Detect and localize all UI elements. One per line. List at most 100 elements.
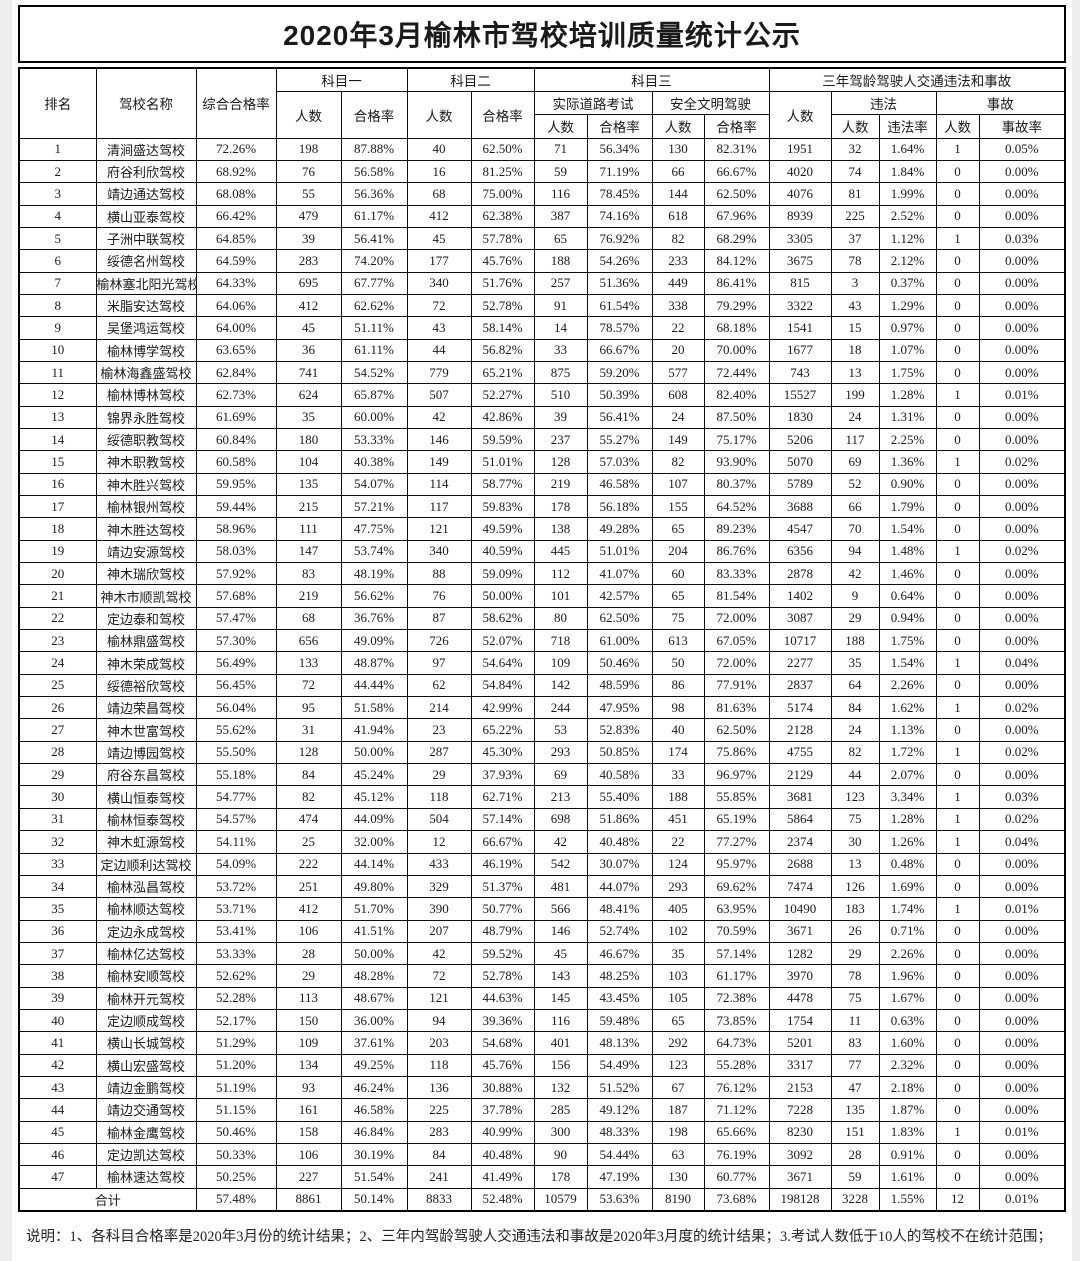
cell-violation-rate: 0.64%	[878, 584, 937, 608]
cell-school-name: 定边顺成驾校	[95, 1008, 197, 1033]
cell-s1-count: 45	[275, 316, 342, 340]
cell-s2-count: 76	[406, 584, 472, 608]
statistics-sheet: 2020年3月榆林市驾校培训质量统计公示 排名 驾校名称 综合合格率 科目一 科…	[18, 5, 1067, 1246]
table-row: 26 靖边荣昌驾校 56.04% 95 51.58% 214 42.99% 244 47.95%…	[18, 696, 1066, 720]
cell-s1-count: 412	[275, 293, 342, 318]
cell-s2-count: 42	[406, 941, 472, 966]
cell-rank: 2	[18, 159, 97, 184]
cell-safe-count: 40	[651, 718, 705, 742]
cell-s2-pass-rate: 75.00%	[470, 182, 535, 206]
cell-road-pass-rate: 30.07%	[586, 852, 653, 876]
cell-road-count: 481	[533, 874, 588, 899]
cell-rank: 40	[18, 1008, 97, 1033]
cell-accident-count: 0	[935, 584, 980, 608]
cell-violation-count: 11	[830, 1008, 880, 1033]
table-row: 6 绥德名州驾校 64.59% 283 74.20% 177 45.76% 188 54.26%…	[18, 249, 1066, 273]
cell-rank: 31	[18, 807, 97, 832]
cell-accident-count: 1	[935, 807, 980, 832]
cell-s2-count: 72	[406, 293, 472, 318]
cell-accident-count: 0	[935, 1008, 980, 1033]
cell-road-pass-rate: 76.92%	[586, 226, 653, 251]
table-row: 1 清涧盛达驾校 72.26% 198 87.88% 40 62.50% 71 56.34% 13…	[18, 137, 1066, 161]
page-title: 2020年3月榆林市驾校培训质量统计公示	[18, 5, 1066, 63]
cell-s2-count: 329	[406, 874, 472, 899]
cell-accident-rate: 0.00%	[978, 338, 1066, 362]
cell-school-name: 神木荣成驾校	[95, 651, 197, 675]
col-header-violation-count: 人数	[830, 113, 880, 139]
cell-safe-count: 33	[651, 763, 705, 787]
cell-safe-count: 130	[651, 137, 705, 161]
cell-road-count: 39	[533, 405, 588, 429]
cell-rank: 30	[18, 785, 97, 809]
cell-rank: 37	[18, 941, 97, 966]
cell-road-pass-rate: 40.58%	[586, 763, 653, 787]
cell-s1-count: 83	[275, 562, 342, 586]
cell-safe-pass-rate: 65.19%	[703, 807, 770, 832]
cell-total-s2-count: 8833	[406, 1187, 472, 1212]
cell-s2-pass-rate: 59.59%	[470, 427, 535, 452]
cell-safe-count: 107	[651, 472, 705, 497]
col-header-subject1: 科目一	[275, 67, 408, 92]
cell-s2-pass-rate: 52.78%	[470, 293, 535, 318]
cell-ty-count: 3087	[768, 606, 832, 631]
cell-s1-count: 198	[275, 137, 342, 161]
col-header-violation-rate: 违法率	[878, 113, 937, 139]
cell-s2-pass-rate: 51.01%	[470, 450, 535, 474]
cell-s1-count: 656	[275, 629, 342, 653]
cell-violation-count: 94	[830, 539, 880, 564]
cell-overall-rate: 59.44%	[195, 494, 277, 519]
cell-s1-count: 158	[275, 1120, 342, 1144]
cell-safe-count: 204	[651, 539, 705, 564]
cell-violation-count: 75	[830, 807, 880, 832]
cell-violation-rate: 0.37%	[878, 271, 937, 295]
cell-ty-count: 2878	[768, 562, 832, 586]
cell-ty-count: 4478	[768, 986, 832, 1010]
cell-violation-rate: 1.72%	[878, 740, 937, 765]
cell-s2-pass-rate: 37.93%	[470, 763, 535, 787]
cell-violation-count: 59	[830, 1165, 880, 1189]
cell-s1-pass-rate: 56.58%	[340, 159, 408, 184]
cell-accident-count: 0	[935, 1053, 980, 1077]
cell-road-count: 71	[533, 137, 588, 161]
cell-s1-pass-rate: 51.70%	[340, 897, 408, 921]
table-row: 9 吴堡鸿运驾校 64.00% 45 51.11% 43 58.14% 14 78.57% 22 6…	[18, 316, 1066, 340]
cell-safe-pass-rate: 55.28%	[703, 1053, 770, 1077]
cell-school-name: 神木世富驾校	[95, 718, 197, 742]
cell-accident-rate: 0.00%	[978, 293, 1066, 318]
cell-total-road-pass-rate: 53.63%	[586, 1187, 653, 1212]
cell-safe-count: 187	[651, 1098, 705, 1122]
cell-total-s2-pass-rate: 52.48%	[470, 1187, 535, 1212]
cell-s2-pass-rate: 45.30%	[470, 740, 535, 765]
cell-overall-rate: 50.25%	[195, 1165, 277, 1189]
table-row: 17 榆林银州驾校 59.44% 215 57.21% 117 59.83% 178 56.18…	[18, 494, 1066, 519]
cell-s2-pass-rate: 56.82%	[470, 338, 535, 362]
cell-road-pass-rate: 54.49%	[586, 1053, 653, 1077]
col-header-road-pass-rate: 合格率	[586, 113, 653, 139]
cell-rank: 34	[18, 874, 97, 899]
cell-violation-rate: 1.13%	[878, 718, 937, 742]
cell-accident-rate: 0.00%	[978, 941, 1066, 966]
cell-rank: 25	[18, 673, 97, 698]
cell-road-count: 213	[533, 785, 588, 809]
cell-s1-count: 104	[275, 450, 342, 474]
cell-ty-count: 743	[768, 360, 832, 385]
cell-safe-count: 65	[651, 1008, 705, 1033]
header-row-leaf: 人数 合格率 人数 合格率 人数 违法率 人数 事故率	[19, 113, 1066, 139]
table-row: 39 榆林开元驾校 52.28% 113 48.67% 121 44.63% 145 43.45…	[18, 986, 1066, 1010]
cell-overall-rate: 55.50%	[195, 740, 277, 765]
cell-rank: 26	[18, 696, 97, 720]
cell-overall-rate: 57.92%	[195, 562, 277, 586]
cell-school-name: 神木职教驾校	[95, 450, 197, 474]
table-row: 15 神木职教驾校 60.58% 104 40.38% 149 51.01% 128 57.03…	[18, 450, 1066, 474]
cell-violation-rate: 2.07%	[878, 763, 937, 787]
cell-s1-pass-rate: 56.41%	[340, 226, 408, 251]
cell-rank: 11	[18, 360, 97, 385]
cell-road-pass-rate: 52.74%	[586, 919, 653, 943]
cell-safe-pass-rate: 68.29%	[703, 226, 770, 251]
cell-s2-pass-rate: 52.27%	[470, 383, 535, 407]
cell-accident-count: 0	[935, 964, 980, 988]
cell-overall-rate: 64.59%	[195, 249, 277, 273]
cell-s1-count: 31	[275, 718, 342, 742]
cell-s1-count: 36	[275, 338, 342, 362]
cell-school-name: 榆林博林驾校	[95, 383, 197, 407]
